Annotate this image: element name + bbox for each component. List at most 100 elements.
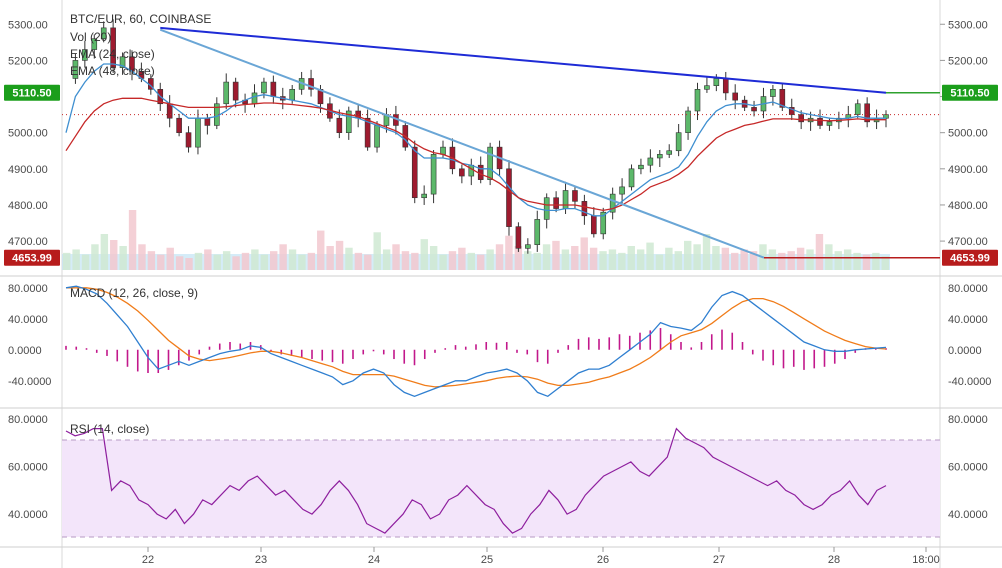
volume-bar [81,254,90,270]
candle-body [751,107,757,112]
macd-axis[interactable]: 80.0000 80.0000 40.0000 40.0000 0.0000 0.0000… [8,283,991,388]
candle-body [779,89,786,108]
price-tick-label-right: 4700.00 [948,236,988,248]
volume-bar [63,252,71,270]
candle-body [223,81,230,105]
volume-bar [843,249,852,270]
candle-body [459,168,465,177]
candle-body [185,132,192,148]
candle-body [261,81,267,94]
candle-body [477,164,484,180]
price-tick-label-right: 5200.00 [948,55,988,67]
macd-tick-label-right: 40.0000 [948,314,988,326]
volume-bar [495,244,504,270]
ema-lines [65,63,886,217]
volume-bar [674,251,682,270]
rsi-tick-label-left: 60.0000 [8,462,48,474]
candle-body [685,110,691,133]
volume-bar [599,251,607,270]
volume-bar [72,249,80,270]
candle-body [647,157,654,166]
time-tick-label: 27 [713,554,725,566]
candle-body [308,78,314,90]
volume-bar [138,244,146,270]
candle-body [430,154,437,195]
volume-bar [665,247,673,270]
candle-body [572,190,578,202]
candle-body [732,92,738,101]
volume-bar [862,254,871,270]
candle-body [232,81,239,101]
macd-tick-label-right: -40.0000 [948,376,991,388]
volume-bar [571,246,579,270]
volume-bar [853,252,861,270]
candle-body [515,226,522,249]
candle-body [440,146,446,155]
price-tags: 5110.50 5110.50 4653.99 4653.99 [4,84,998,266]
volume-bar [636,249,645,270]
candle-body [506,168,512,227]
macd-tick-label-left: -40.0000 [8,376,51,388]
volume-bar [411,252,419,270]
rsi-axis[interactable]: 80.0000 80.0000 60.0000 60.0000 40.0000 40.00… [8,414,988,521]
rsi-legend[interactable]: RSI (14, close) [70,422,149,436]
candle-body [600,211,607,235]
ema24-legend[interactable]: EMA (24, close) [70,47,155,61]
volume-bar [552,240,560,270]
volume-bar [872,252,880,270]
volume-bar [580,237,588,270]
candle-body [854,103,861,115]
volume-bar [298,254,306,270]
price-tag-left [4,249,60,266]
trendlines[interactable] [159,26,940,259]
macd-series [65,285,887,398]
candle-body [336,117,343,133]
candle-body [704,85,710,90]
time-tick-label: 28 [828,554,840,566]
volume-bar [684,240,692,270]
support-trendline[interactable] [159,28,765,259]
time-tick-label: 23 [255,554,267,566]
time-tick-label: 24 [368,554,380,566]
volume-bar [373,232,381,270]
price-tick-label-left: 5300.00 [8,19,48,31]
volume-bar [749,251,758,270]
candle-body [675,132,682,152]
candle-body [628,168,635,188]
candle-body [487,146,493,180]
macd-tick-label-left: 80.0000 [8,283,48,295]
candle-body [100,27,107,40]
volume-bar [345,247,353,270]
time-axis[interactable]: 22 23 24 25 26 27 28 18:00 [142,547,940,566]
price-candles [62,19,940,254]
price-tick-label-left: 4700.00 [8,236,48,248]
price-axis[interactable]: 5300.005300.005200.005200.005100.005100.… [8,19,988,248]
volume-bar [458,247,466,270]
volume-bar [128,210,137,270]
price-tick-label-left: 5000.00 [8,128,48,140]
time-tick-label: 26 [597,554,609,566]
volume-bar [260,254,268,270]
rsi-tick-label-right: 80.0000 [948,414,988,426]
volume-bar [279,244,287,270]
ema48-legend[interactable]: EMA (48, close) [70,64,155,78]
candle-body [817,117,823,126]
volume-legend[interactable]: Vol (20) [70,30,111,44]
rsi-series [65,427,887,534]
candle-body [345,110,352,133]
ema48-line [65,97,886,212]
price-tick-label-left: 5200.00 [8,55,48,67]
volume-bar [354,252,363,270]
candle-body [91,38,98,50]
volume-bar [100,234,109,270]
volume-bar [382,249,391,270]
resistance-trendline[interactable] [160,26,887,94]
volume-bar [655,254,664,270]
volume-bar [618,252,626,270]
candle-body [666,150,673,155]
rsi-tick-label-left: 40.0000 [8,509,48,521]
candle-body [694,89,701,112]
macd-legend[interactable]: MACD (12, 26, close, 9) [70,286,198,300]
rsi-line [65,427,887,534]
